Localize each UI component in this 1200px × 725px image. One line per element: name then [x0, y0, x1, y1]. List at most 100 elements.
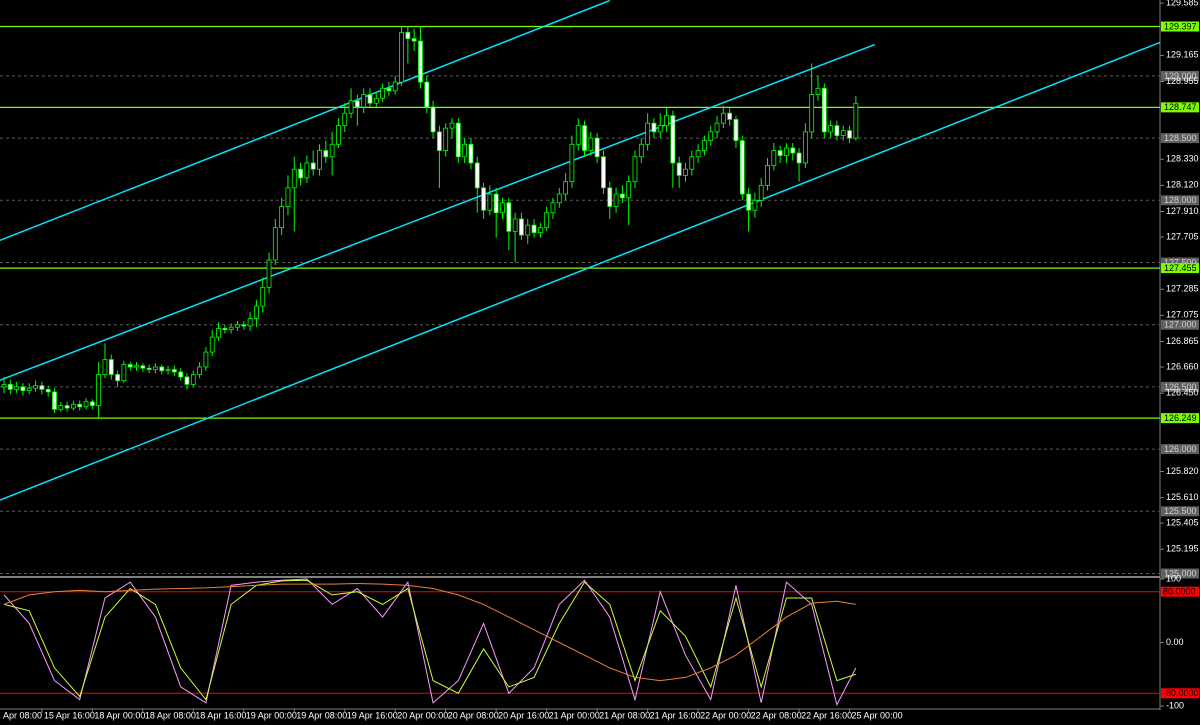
candle-body [33, 385, 38, 389]
candle-body [424, 81, 430, 108]
candle-body [190, 374, 196, 385]
candle-body [619, 193, 625, 199]
x-tick-label: 20 Apr 16:00 [498, 710, 549, 720]
round-level-label: 127.000 [1164, 320, 1197, 330]
candle-body [519, 218, 524, 236]
x-tick-label: 22 Apr 00:00 [700, 710, 751, 720]
candle-body [455, 122, 461, 158]
candle-body [607, 187, 613, 207]
y-tick-label: 126.660 [1166, 361, 1199, 371]
candle-body [638, 143, 644, 158]
level-box [1161, 413, 1199, 424]
candle-body [348, 100, 354, 114]
candle-body [165, 369, 171, 372]
candle-body [645, 122, 651, 145]
candle-body [285, 187, 291, 207]
y-tick-label: 129.585 [1166, 0, 1199, 7]
y-tick-label: 129.165 [1166, 50, 1199, 60]
candle-body [802, 131, 808, 164]
round-level-box [1161, 381, 1199, 392]
candle-body [708, 131, 714, 141]
candle-body [64, 405, 70, 409]
level-box [1161, 263, 1199, 274]
y-tick-label: 100 [1166, 573, 1181, 583]
candle-body [291, 168, 297, 189]
candle-body [216, 328, 221, 338]
candle-body [272, 227, 278, 261]
x-tick-label: Apr 08:00 [3, 710, 42, 720]
round-level-box [1161, 195, 1199, 206]
y-tick-label: 125.610 [1166, 492, 1199, 502]
y-tick-label: 125.820 [1166, 466, 1199, 476]
candle-body [108, 359, 114, 375]
round-level-box [1161, 70, 1199, 81]
x-tick-label: 19 Apr 16:00 [347, 710, 398, 720]
round-level-label: 126.000 [1164, 444, 1197, 454]
y-tick-label: 127.075 [1166, 310, 1199, 320]
x-tick-label: 25 Apr 00:00 [852, 710, 903, 720]
level-label: 80.0000 [1163, 587, 1196, 597]
level-label: -80.0000 [1163, 688, 1199, 698]
round-level-label: 125.500 [1164, 506, 1197, 516]
candle-body [840, 130, 846, 137]
candle-body [525, 224, 531, 236]
oscillator-line [3, 582, 856, 682]
oscillator-line [3, 578, 857, 707]
round-level-label: 129.000 [1164, 71, 1197, 81]
x-tick-label: 18 Apr 16:00 [195, 710, 246, 720]
candle-body [178, 371, 184, 378]
candle-body [777, 150, 783, 156]
y-tick-label: -100 [1166, 700, 1184, 710]
level-box [1161, 102, 1199, 113]
candle-body [7, 384, 13, 390]
candle-body [336, 125, 341, 145]
candle-body [367, 94, 373, 104]
candle-body [279, 206, 285, 229]
candle-body [203, 351, 209, 368]
candle-body [683, 168, 688, 176]
candle-body [39, 385, 45, 390]
round-level-label: 128.500 [1164, 133, 1197, 143]
x-tick-label: 20 Apr 08:00 [448, 710, 499, 720]
x-tick-label: 15 Apr 16:00 [44, 710, 95, 720]
candle-body [493, 193, 499, 214]
candle-body [304, 162, 310, 179]
candle-body [298, 168, 303, 179]
candle-body [228, 326, 234, 331]
y-tick-label: 125.405 [1166, 518, 1199, 528]
candle-body [601, 156, 606, 189]
candle-body [184, 376, 190, 385]
y-tick-label: 128.330 [1166, 154, 1199, 164]
candle-body [670, 115, 676, 164]
candle-body [487, 193, 493, 211]
level-label: 126.249 [1164, 413, 1197, 423]
candle-body [380, 87, 386, 99]
candle-body [71, 403, 76, 409]
candle-body [626, 181, 632, 199]
round-level-box [1161, 506, 1199, 517]
round-level-label: 125.000 [1164, 568, 1197, 578]
candle-body [481, 187, 486, 211]
candle-body [462, 143, 468, 158]
candle-body [784, 147, 789, 156]
candle-body [436, 131, 442, 151]
candle-body [26, 387, 32, 392]
round-level-box [1161, 133, 1199, 144]
candle-body [222, 328, 228, 331]
y-tick-label: 127.285 [1166, 284, 1199, 294]
candle-body [821, 87, 827, 133]
candle-body [171, 369, 177, 373]
candle-body [159, 366, 165, 372]
candle-body [771, 150, 777, 166]
candle-body [329, 143, 335, 158]
candle-body [241, 324, 247, 327]
x-tick-label: 18 Apr 08:00 [145, 710, 196, 720]
candle-body [739, 140, 745, 195]
y-tick-label: 127.910 [1166, 206, 1199, 216]
candle-body [613, 193, 619, 207]
candle-body [354, 100, 360, 108]
candle-body [689, 156, 695, 170]
candle-body [676, 162, 682, 176]
candle-body [45, 388, 51, 393]
